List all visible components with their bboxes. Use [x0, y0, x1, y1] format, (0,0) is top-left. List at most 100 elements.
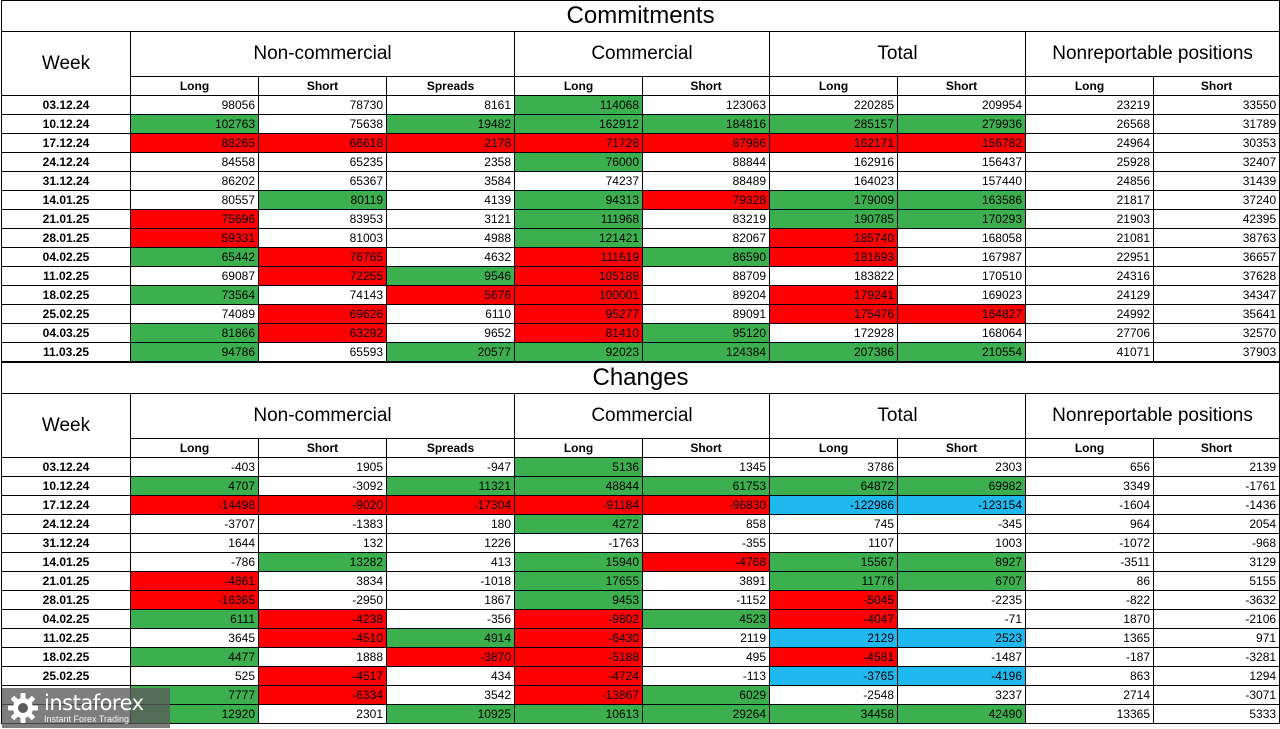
value-cell: 656: [1025, 457, 1154, 477]
table-row: 18.02.25 73564 74143 5676 100001 89204 179241 1…: [1, 285, 1280, 305]
week-cell: 31.12.24: [1, 533, 131, 553]
value-cell: 69087: [130, 266, 259, 286]
value-cell: 48844: [514, 476, 643, 496]
value-cell: 37903: [1152, 342, 1280, 362]
subheader-short: Short: [642, 438, 770, 458]
value-cell: 1867: [386, 590, 515, 610]
value-cell: 1365: [1025, 628, 1154, 648]
subheader-short: Short: [897, 438, 1026, 458]
value-cell: 76765: [258, 247, 387, 267]
subheader-long: Long: [130, 438, 259, 458]
value-cell: -4768: [642, 552, 770, 572]
commitments-subheader-row: Long Short Spreads Long Short Long Short…: [2, 76, 1280, 96]
week-header: Week: [1, 31, 131, 96]
value-cell: 89091: [642, 304, 770, 324]
subheader-long: Long: [769, 438, 898, 458]
value-cell: 24316: [1025, 266, 1154, 286]
value-cell: -9020: [258, 495, 387, 515]
table-row: 14.01.25 80557 80119 4139 94313 79328 179009 16…: [1, 190, 1280, 210]
value-cell: -2106: [1152, 609, 1280, 629]
value-cell: -4517: [258, 666, 387, 686]
instaforex-watermark: instaforex Instant Forex Trading: [2, 688, 170, 728]
value-cell: -3765: [769, 666, 898, 686]
value-cell: 74143: [258, 285, 387, 305]
week-cell: 21.01.25: [1, 571, 131, 591]
value-cell: -4047: [769, 609, 898, 629]
table-row: 11.02.25 3645 -4510 4914 -6430 2119 2129 2523 13…: [1, 628, 1280, 648]
value-cell: 98056: [130, 95, 259, 115]
value-cell: 156437: [897, 152, 1026, 172]
value-cell: -91184: [514, 495, 643, 515]
value-cell: -3092: [258, 476, 387, 496]
value-cell: 32570: [1152, 323, 1280, 343]
value-cell: 525: [130, 666, 259, 686]
value-cell: -5045: [769, 590, 898, 610]
commitments-body: Commitments Week Non-commercial Commerci…: [0, 0, 1280, 362]
table-row: 04.02.25 65442 76765 4632 111619 86590 181693 1…: [1, 247, 1280, 267]
table-row: 25.02.25 525 -4517 434 -4724 -113 -3765 -4196 86…: [1, 666, 1280, 686]
value-cell: -113: [642, 666, 770, 686]
value-cell: 167987: [897, 247, 1026, 267]
value-cell: 190785: [769, 209, 898, 229]
table-row: 31.12.24 1644 132 1226 -1763 -355 1107 1003 -107…: [1, 533, 1280, 553]
value-cell: 9453: [514, 590, 643, 610]
subheader-long: Long: [1025, 438, 1154, 458]
value-cell: 76000: [514, 152, 643, 172]
value-cell: -947: [386, 457, 515, 477]
value-cell: -4510: [258, 628, 387, 648]
value-cell: 2129: [769, 628, 898, 648]
value-cell: 72255: [258, 266, 387, 286]
value-cell: 6707: [897, 571, 1026, 591]
value-cell: 207386: [769, 342, 898, 362]
value-cell: -187: [1025, 647, 1154, 667]
value-cell: 4707: [130, 476, 259, 496]
value-cell: 434: [386, 666, 515, 686]
value-cell: 3237: [897, 685, 1026, 705]
value-cell: 37628: [1152, 266, 1280, 286]
non-commercial-header: Non-commercial: [130, 393, 515, 439]
value-cell: -17304: [386, 495, 515, 515]
value-cell: 10613: [514, 704, 643, 724]
value-cell: 24129: [1025, 285, 1154, 305]
value-cell: 172928: [769, 323, 898, 343]
value-cell: 1905: [258, 457, 387, 477]
value-cell: -1761: [1152, 476, 1280, 496]
value-cell: -3707: [130, 514, 259, 534]
value-cell: -2235: [897, 590, 1026, 610]
value-cell: 21081: [1025, 228, 1154, 248]
value-cell: 3584: [386, 171, 515, 191]
value-cell: -16365: [130, 590, 259, 610]
value-cell: 1226: [386, 533, 515, 553]
week-cell: 28.01.25: [1, 590, 131, 610]
table-row: 17.12.24 88265 66618 2178 71728 87986 162171 15…: [1, 133, 1280, 153]
value-cell: 34458: [769, 704, 898, 724]
value-cell: 30353: [1152, 133, 1280, 153]
value-cell: 168064: [897, 323, 1026, 343]
value-cell: 38763: [1152, 228, 1280, 248]
value-cell: 94786: [130, 342, 259, 362]
subheader-long: Long: [514, 76, 643, 96]
value-cell: 59331: [130, 228, 259, 248]
week-cell: 11.02.25: [1, 266, 131, 286]
value-cell: 180: [386, 514, 515, 534]
value-cell: 89204: [642, 285, 770, 305]
value-cell: 4139: [386, 190, 515, 210]
value-cell: 114068: [514, 95, 643, 115]
value-cell: 1888: [258, 647, 387, 667]
value-cell: -4861: [130, 571, 259, 591]
value-cell: 15940: [514, 552, 643, 572]
table-row: 28.01.25 59331 81003 4988 121421 82067 185740 1…: [1, 228, 1280, 248]
week-cell: 10.12.24: [1, 476, 131, 496]
value-cell: 13365: [1025, 704, 1154, 724]
table-row: 04.02.25 6111 -4238 -356 -9802 4523 -4047 -71 18…: [1, 609, 1280, 629]
value-cell: 2523: [897, 628, 1026, 648]
commitments-title: Commitments: [0, 0, 1280, 32]
value-cell: 35641: [1152, 304, 1280, 324]
value-cell: 1644: [130, 533, 259, 553]
value-cell: 80119: [258, 190, 387, 210]
value-cell: 3834: [258, 571, 387, 591]
week-cell: 21.01.25: [1, 209, 131, 229]
table-row: 21.01.25 75696 83953 3121 111968 83219 190785 1…: [1, 209, 1280, 229]
value-cell: 21903: [1025, 209, 1154, 229]
table-row: 10.12.24 4707 -3092 11321 48844 61753 64872 699…: [1, 476, 1280, 496]
